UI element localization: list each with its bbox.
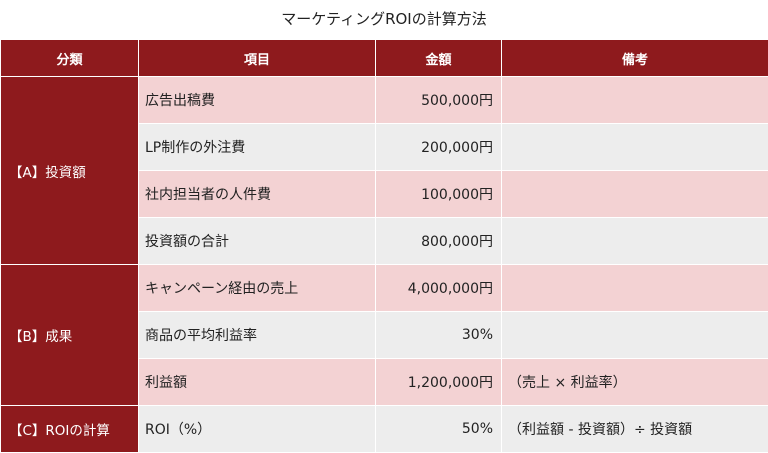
table-row: 【A】投資額 広告出稿費 500,000円	[1, 77, 768, 124]
note-cell: （売上 × 利益率）	[502, 359, 768, 406]
amount-cell: 1,200,000円	[376, 359, 502, 406]
amount-cell: 200,000円	[376, 124, 502, 171]
item-cell: 商品の平均利益率	[139, 312, 376, 359]
item-cell: キャンペーン経由の売上	[139, 265, 376, 312]
item-cell: LP制作の外注費	[139, 124, 376, 171]
note-cell	[502, 312, 768, 359]
header-category: 分類	[1, 40, 139, 77]
amount-cell: 4,000,000円	[376, 265, 502, 312]
category-roi-calculation: 【C】ROIの計算	[1, 406, 139, 453]
item-cell: 投資額の合計	[139, 218, 376, 265]
header-row: 分類 項目 金額 備考	[1, 40, 768, 77]
item-cell: 広告出稿費	[139, 77, 376, 124]
category-results: 【B】成果	[1, 265, 139, 406]
table-row: 【C】ROIの計算 ROI（%） 50% （利益額 - 投資額）÷ 投資額	[1, 406, 768, 453]
item-cell: ROI（%）	[139, 406, 376, 453]
item-cell: 社内担当者の人件費	[139, 171, 376, 218]
note-cell	[502, 265, 768, 312]
note-cell	[502, 77, 768, 124]
table-title: マーケティングROIの計算方法	[0, 0, 768, 38]
amount-cell: 100,000円	[376, 171, 502, 218]
table-row: 【B】成果 キャンペーン経由の売上 4,000,000円	[1, 265, 768, 312]
roi-table: 分類 項目 金額 備考 【A】投資額 広告出稿費 500,000円 LP制作の外…	[0, 39, 768, 453]
note-cell	[502, 218, 768, 265]
amount-cell: 30%	[376, 312, 502, 359]
header-note: 備考	[502, 40, 768, 77]
header-amount: 金額	[376, 40, 502, 77]
header-item: 項目	[139, 40, 376, 77]
note-cell: （利益額 - 投資額）÷ 投資額	[502, 406, 768, 453]
note-cell	[502, 124, 768, 171]
category-investment: 【A】投資額	[1, 77, 139, 265]
item-cell: 利益額	[139, 359, 376, 406]
amount-cell: 800,000円	[376, 218, 502, 265]
note-cell	[502, 171, 768, 218]
amount-cell: 500,000円	[376, 77, 502, 124]
amount-cell: 50%	[376, 406, 502, 453]
